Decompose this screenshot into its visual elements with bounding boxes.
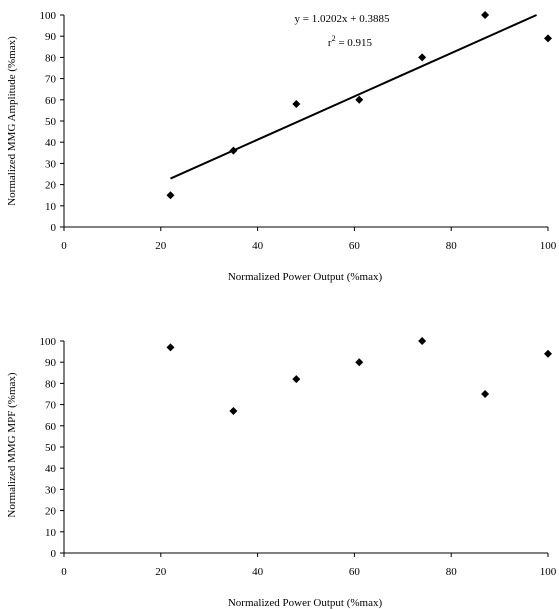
amplitude-y-tick-label: 60 [45, 95, 57, 107]
mpf-y-tick-label: 50 [45, 442, 57, 454]
mpf-x-tick-label: 80 [446, 566, 458, 578]
amplitude-axes [63, 15, 548, 228]
mpf-x-tick-label: 0 [61, 566, 67, 578]
mpf-y-tick-label: 40 [45, 463, 57, 475]
mpf-chart: 0 10 20 30 40 50 60 70 80 90 100 0 20 40 60 80 100 Norm… [6, 336, 557, 609]
mpf-data-point [418, 337, 427, 345]
amplitude-y-ticks: 0 10 20 30 40 50 60 70 80 90 100 [40, 10, 64, 234]
mpf-axes [63, 341, 548, 554]
mpf-y-tick-label: 80 [45, 378, 57, 390]
amplitude-x-tick-label: 40 [252, 240, 264, 252]
mpf-y-tick-label: 10 [45, 527, 57, 539]
amplitude-y-tick-label: 0 [51, 222, 57, 234]
amplitude-y-tick-label: 90 [45, 31, 57, 43]
mpf-y-axis-title: Normalized MMG MPF (%max) [6, 372, 18, 517]
amplitude-y-tick-label: 40 [45, 137, 57, 149]
amplitude-y-tick-label: 30 [45, 158, 57, 170]
amplitude-x-tick-label: 80 [446, 240, 458, 252]
amplitude-y-tick-label: 100 [40, 10, 57, 22]
mpf-data-point [481, 390, 490, 398]
mpf-x-tick-label: 40 [252, 566, 264, 578]
r-squared-value: = 0.915 [336, 37, 373, 49]
amplitude-x-tick-label: 0 [61, 240, 67, 252]
mpf-y-tick-label: 70 [45, 400, 57, 412]
mpf-data-point [229, 406, 238, 415]
amplitude-data-point [544, 34, 552, 43]
amplitude-y-tick-label: 70 [45, 74, 57, 86]
amplitude-data-point [292, 100, 301, 109]
amplitude-x-tick-label: 100 [540, 240, 557, 252]
amplitude-y-tick-label: 50 [45, 116, 57, 128]
mpf-points [166, 337, 552, 415]
mpf-x-tick-label: 100 [540, 566, 557, 578]
amplitude-data-point [418, 53, 427, 62]
mpf-data-point [166, 343, 175, 352]
mpf-x-axis-title: Normalized Power Output (%max) [228, 597, 383, 609]
mpf-y-tick-label: 0 [51, 548, 57, 560]
amplitude-points [166, 11, 552, 200]
amplitude-data-point [481, 11, 490, 19]
amplitude-y-axis-title: Normalized MMG Amplitude (%max) [6, 36, 18, 206]
amplitude-r-squared: r2 = 0.915 [328, 34, 373, 49]
mpf-y-ticks: 0 10 20 30 40 50 60 70 80 90 100 [40, 336, 64, 560]
mpf-x-tick-label: 20 [155, 566, 167, 578]
amplitude-chart: 0 10 20 30 40 50 60 70 80 90 100 0 20 40 60 80 100 y = … [6, 10, 557, 283]
amplitude-data-point [166, 191, 175, 200]
amplitude-x-tick-label: 60 [349, 240, 361, 252]
r-squared-symbol: r [328, 37, 332, 49]
mpf-y-tick-label: 60 [45, 421, 57, 433]
amplitude-data-point [229, 146, 238, 155]
r-squared-exponent: 2 [332, 34, 336, 43]
amplitude-x-axis-title: Normalized Power Output (%max) [228, 271, 383, 283]
mpf-y-tick-label: 20 [45, 506, 57, 518]
amplitude-y-tick-label: 10 [45, 201, 57, 213]
amplitude-x-ticks: 0 20 40 60 80 100 [61, 227, 557, 252]
mpf-data-point [544, 349, 552, 358]
amplitude-equation: y = 1.0202x + 0.3885 [295, 13, 390, 25]
amplitude-x-tick-label: 20 [155, 240, 167, 252]
amplitude-y-tick-label: 20 [45, 180, 57, 192]
mpf-y-tick-label: 100 [40, 336, 57, 348]
amplitude-data-point [355, 95, 364, 104]
mpf-data-point [292, 375, 301, 384]
mpf-y-tick-label: 90 [45, 357, 57, 369]
mpf-data-point [355, 358, 364, 367]
mpf-x-ticks: 0 20 40 60 80 100 [61, 553, 557, 578]
mpf-y-tick-label: 30 [45, 484, 57, 496]
mpf-x-tick-label: 60 [349, 566, 361, 578]
amplitude-y-tick-label: 80 [45, 52, 57, 64]
